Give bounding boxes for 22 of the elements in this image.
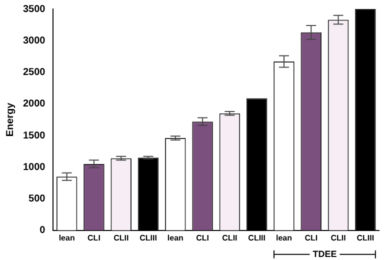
y-axis-title: Energy (4, 102, 16, 137)
y-tick-label: 3500 (22, 4, 46, 15)
x-tick-label: CLI (304, 233, 318, 242)
y-tick-label: 500 (28, 194, 46, 205)
y-tick-label: 2000 (22, 98, 46, 110)
x-tick-label: CLII (222, 233, 238, 242)
y-tick-label: 1500 (22, 130, 46, 142)
x-tick-label: CLIII (356, 233, 374, 242)
x-tick-label: CLII (114, 233, 129, 242)
y-tick-label: 2500 (22, 67, 46, 78)
text: TDEE (312, 248, 337, 259)
x-tick-label: lean (58, 233, 75, 242)
x-tick-label: CLI (196, 233, 209, 242)
x-tick-label: lean (167, 233, 184, 242)
x-tick-label: CLI (88, 233, 100, 242)
x-tick-label: CLIII (140, 233, 157, 242)
x-tick-label: CLIII (248, 233, 266, 242)
y-tick-label: 0 (40, 225, 46, 236)
y-tick-label: 1000 (22, 162, 46, 173)
y-tick-label: 3000 (22, 35, 46, 46)
x-tick-label: lean (276, 233, 292, 242)
x-tick-label: CLII (330, 233, 346, 242)
